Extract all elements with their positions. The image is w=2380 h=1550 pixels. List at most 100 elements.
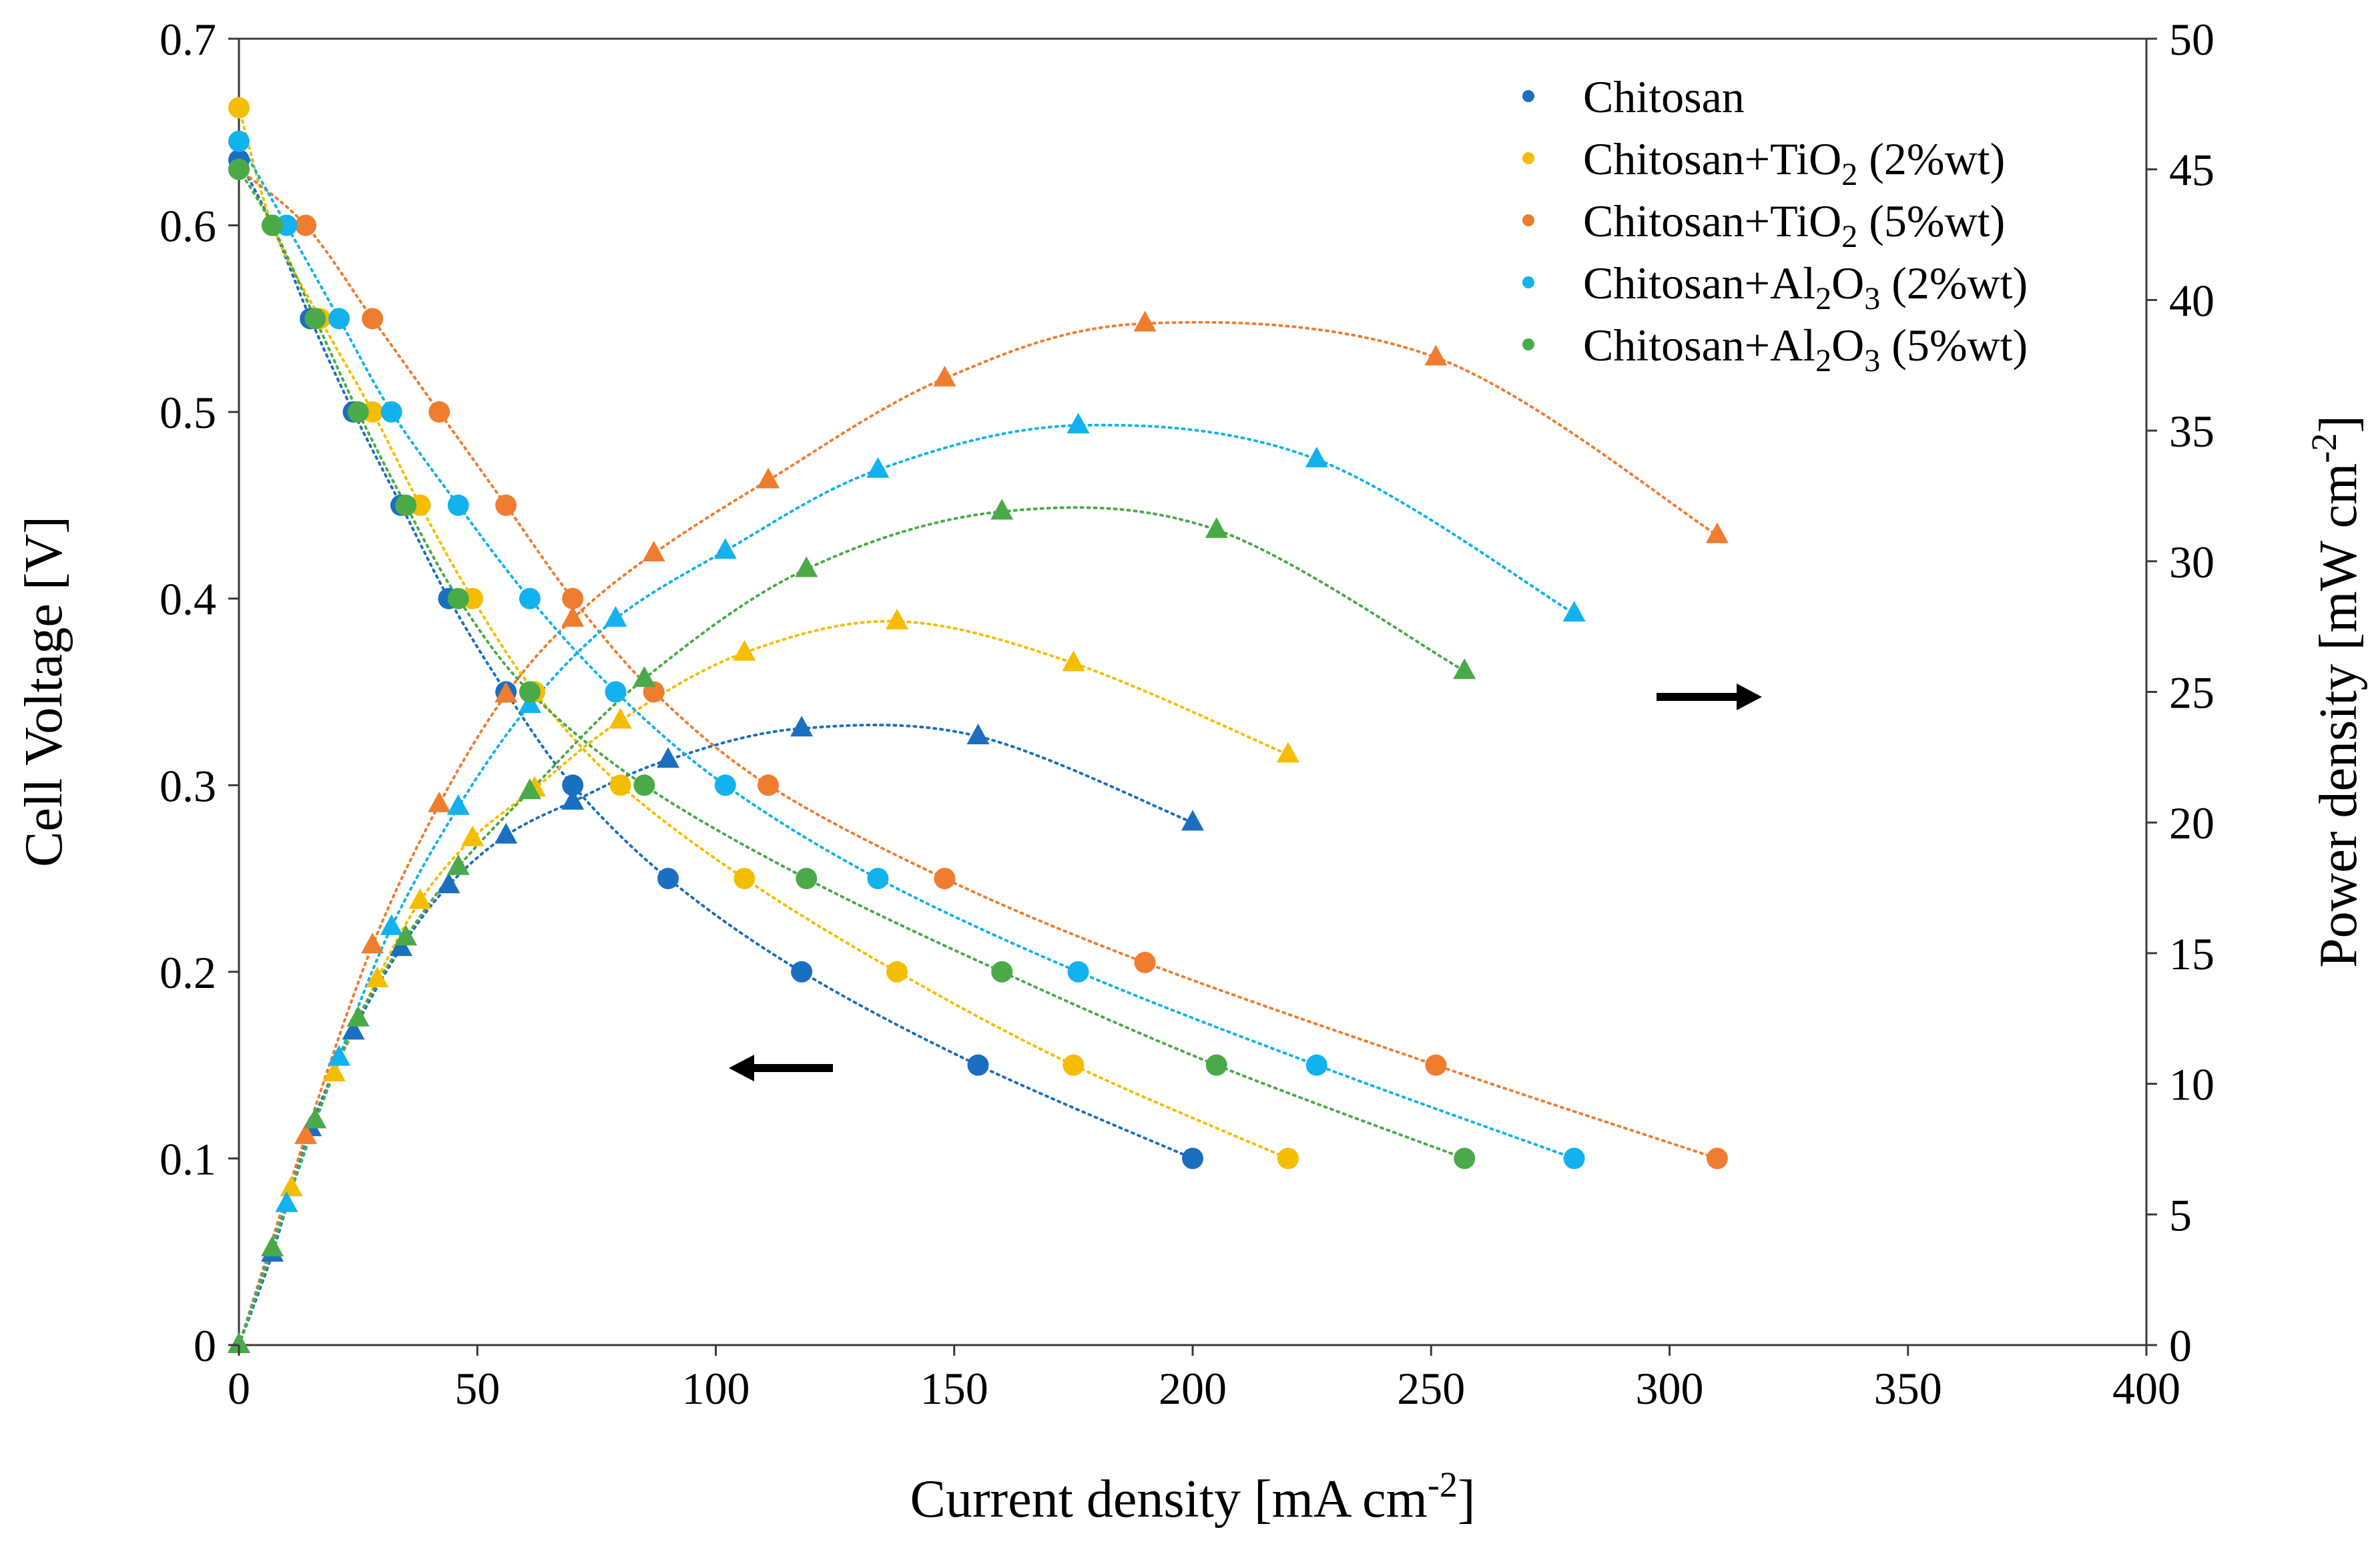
voltage-curve-chitosan-tio2-5-wt — [238, 168, 1719, 1160]
x-tick-label: 100 — [682, 1363, 750, 1414]
power-point-chitosan-al2o3-5-wt — [633, 666, 656, 687]
y-tick-label: 0.4 — [160, 574, 216, 625]
voltage-point-chitosan-al2o3-2-wt — [328, 308, 350, 330]
voltage-point-chitosan-tio2-2-wt — [228, 97, 250, 119]
x-tick-label: 200 — [1159, 1363, 1227, 1414]
x-tick-label: 150 — [920, 1363, 988, 1414]
x-tick-label: 350 — [1874, 1363, 1942, 1414]
voltage-point-chitosan-al2o3-5-wt — [519, 681, 541, 703]
voltage-point-chitosan — [657, 868, 679, 890]
voltage-point-chitosan-tio2-5-wt — [295, 214, 317, 236]
power-point-chitosan-al2o3-2-wt — [447, 794, 470, 815]
power-point-chitosan — [966, 724, 990, 745]
power-point-chitosan — [389, 935, 412, 957]
power-point-chitosan-al2o3-2-wt — [866, 457, 890, 478]
data-markers — [228, 97, 1729, 1353]
voltage-point-chitosan-al2o3-5-wt — [1454, 1147, 1476, 1170]
power-point-chitosan-al2o3-2-wt — [1305, 447, 1328, 468]
power-point-chitosan-al2o3-5-wt — [394, 925, 418, 946]
power-point-chitosan-tio2-2-wt — [322, 1060, 346, 1081]
voltage-point-chitosan-tio2-5-wt — [362, 308, 384, 330]
x-axis-title: Current density [mA cm-2] — [910, 1465, 1475, 1529]
power-curve-chitosan-tio2-5-wt — [238, 320, 1719, 1346]
y2-tick-label: 15 — [2169, 929, 2214, 979]
voltage-point-chitosan-tio2-5-wt — [562, 587, 584, 609]
y2-tick-label: 10 — [2169, 1059, 2214, 1110]
voltage-point-chitosan-al2o3-2-wt — [1067, 961, 1089, 983]
voltage-point-chitosan-al2o3-2-wt — [867, 868, 889, 890]
power-point-chitosan-tio2-2-wt — [366, 967, 389, 988]
power-point-chitosan-tio2-2-wt — [280, 1176, 303, 1197]
power-point-chitosan-al2o3-5-wt — [1453, 658, 1476, 680]
power-point-chitosan-al2o3-5-wt — [261, 1236, 284, 1257]
voltage-point-chitosan-tio2-5-wt — [758, 774, 780, 796]
voltage-curve-chitosan — [238, 158, 1194, 1160]
voltage-point-chitosan-al2o3-5-wt — [991, 961, 1013, 983]
x-tick-label: 0 — [228, 1363, 250, 1414]
power-point-chitosan-al2o3-5-wt — [518, 778, 541, 800]
voltage-point-chitosan-tio2-5-wt — [1134, 951, 1156, 973]
power-point-chitosan-al2o3-2-wt — [604, 605, 627, 627]
power-point-chitosan-al2o3-5-wt — [447, 854, 470, 875]
power-point-chitosan-al2o3-5-wt — [795, 556, 818, 577]
y-axis-right: 0 5 10 15 20 25 30 35 40 45 50 — [2146, 14, 2214, 1371]
power-point-chitosan-tio2-5-wt — [294, 1123, 318, 1144]
power-point-chitosan-al2o3-5-wt — [228, 1332, 250, 1353]
power-point-chitosan-tio2-5-wt — [757, 467, 780, 489]
power-point-chitosan-tio2-5-wt — [933, 365, 956, 386]
voltage-point-chitosan-al2o3-5-wt — [796, 868, 818, 890]
power-point-chitosan-tio2-5-wt — [1705, 522, 1729, 543]
voltage-point-chitosan-al2o3-2-wt — [228, 130, 250, 152]
power-point-chitosan — [342, 1019, 365, 1040]
voltage-point-chitosan-tio2-2-wt — [733, 868, 756, 890]
power-point-chitosan-tio2-5-wt — [428, 791, 451, 812]
legend-label-chitosan-tio2-2-wt: Chitosan+TiO2 (2%wt) — [1583, 134, 2005, 192]
legend-marker-chitosan — [1522, 90, 1534, 102]
legend-marker-chitosan-al2o3-2-wt — [1522, 276, 1534, 288]
voltage-point-chitosan-al2o3-5-wt — [262, 214, 284, 236]
y-tick-label: 0.6 — [160, 201, 216, 252]
voltage-point-chitosan-al2o3-2-wt — [714, 774, 736, 796]
x-tick-label: 300 — [1636, 1363, 1704, 1414]
power-point-chitosan-tio2-2-wt — [609, 708, 632, 729]
power-point-chitosan-tio2-2-wt — [733, 639, 756, 661]
x-tick-label: 250 — [1397, 1363, 1465, 1414]
voltage-curve-chitosan-al2o3-5-wt — [238, 168, 1466, 1160]
power-point-chitosan-tio2-5-wt — [495, 682, 518, 703]
y-axis-title: Cell Voltage [V] — [15, 516, 73, 867]
voltage-point-chitosan-al2o3-5-wt — [228, 158, 250, 180]
voltage-point-chitosan-al2o3-2-wt — [519, 587, 541, 609]
voltage-point-chitosan — [562, 774, 584, 796]
voltage-point-chitosan — [1182, 1147, 1203, 1170]
voltage-point-chitosan-tio2-2-wt — [609, 774, 631, 796]
y2-tick-label: 25 — [2169, 668, 2214, 718]
power-point-chitosan-tio2-2-wt — [1062, 650, 1085, 672]
voltage-point-chitosan — [791, 961, 813, 983]
y2-tick-label: 30 — [2169, 537, 2214, 587]
voltage-point-chitosan-al2o3-5-wt — [304, 308, 326, 330]
power-point-chitosan — [495, 822, 518, 844]
power-point-chitosan-al2o3-2-wt — [1067, 413, 1090, 434]
power-point-chitosan-al2o3-2-wt — [380, 914, 403, 935]
voltage-point-chitosan-tio2-5-wt — [495, 494, 517, 516]
y2-axis-title: Power density [mW cm-2] — [2304, 415, 2368, 968]
power-point-chitosan-al2o3-2-wt — [328, 1045, 351, 1066]
arrow-left-voltage — [729, 1055, 833, 1081]
power-point-chitosan-al2o3-2-wt — [1562, 601, 1586, 622]
voltage-point-chitosan-al2o3-2-wt — [380, 401, 402, 423]
x-tick-label: 50 — [455, 1363, 500, 1414]
y-tick-label: 0.7 — [160, 14, 216, 65]
voltage-point-chitosan-tio2-2-wt — [1277, 1147, 1299, 1170]
y2-tick-label: 20 — [2169, 798, 2214, 848]
power-point-chitosan-tio2-2-wt — [1276, 742, 1299, 763]
power-point-chitosan — [437, 872, 461, 894]
power-point-chitosan — [790, 716, 814, 737]
power-point-chitosan-tio2-5-wt — [561, 605, 585, 627]
voltage-point-chitosan-tio2-2-wt — [1063, 1054, 1085, 1076]
y-axis-left: 0 0.1 0.2 0.3 0.4 0.5 0.6 0.7 — [160, 14, 239, 1371]
voltage-point-chitosan-tio2-5-wt — [428, 401, 451, 423]
y-tick-label: 0.2 — [160, 947, 216, 998]
voltage-point-chitosan-tio2-5-wt — [1706, 1147, 1728, 1170]
x-axis: 0 50 100 150 200 250 300 350 400 — [228, 1345, 2180, 1414]
